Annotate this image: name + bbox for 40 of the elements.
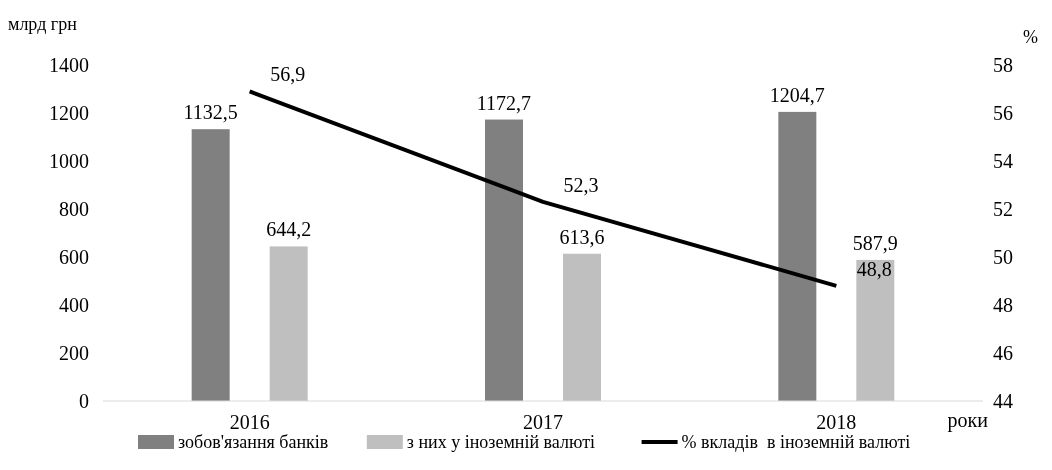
y2-tick-label: 58	[993, 54, 1013, 76]
y2-axis-title: %	[1023, 27, 1038, 47]
legend-label: з них у іноземній валюті	[406, 432, 596, 452]
y-tick-label: 400	[59, 294, 89, 316]
data-label: 1132,5	[183, 101, 238, 124]
y-axis-title: млрд грн	[8, 14, 78, 34]
y2-tick-label: 50	[993, 246, 1013, 268]
data-label: 56,9	[270, 63, 306, 86]
y2-tick-label: 54	[993, 150, 1013, 172]
y-tick-label: 200	[59, 342, 89, 364]
y-tick-label: 800	[59, 198, 89, 220]
data-label: 48,8	[856, 257, 892, 280]
bar	[269, 246, 308, 401]
y2-tick-label: 48	[993, 294, 1013, 316]
x-axis-title: роки	[947, 409, 989, 432]
data-label: 587,9	[852, 231, 898, 254]
x-tick-label: 2018	[816, 411, 857, 433]
data-label: 52,3	[563, 173, 599, 196]
x-tick-label: 2017	[523, 411, 563, 433]
data-label: 1172,7	[476, 91, 532, 114]
legend-label: зобов'язання банків	[178, 432, 329, 452]
y-tick-label: 600	[59, 246, 89, 268]
bar	[778, 111, 817, 401]
data-label: 644,2	[266, 218, 312, 241]
y2-tick-label: 44	[993, 390, 1013, 412]
y2-tick-label: 52	[993, 198, 1013, 220]
bar	[856, 259, 895, 401]
data-label: 1204,7	[769, 83, 825, 106]
bar	[191, 129, 230, 401]
y2-tick-label: 56	[993, 102, 1013, 124]
y-tick-label: 1400	[49, 54, 89, 76]
y-tick-label: 0	[79, 390, 89, 412]
y-tick-label: 1200	[49, 102, 89, 124]
y-tick-label: 1000	[49, 150, 89, 172]
y2-tick-label: 46	[993, 342, 1013, 364]
bar	[563, 253, 601, 401]
x-tick-label: 2016	[229, 411, 270, 433]
legend-label: % вкладів в іноземній валюті	[681, 432, 911, 452]
data-label: 613,6	[559, 225, 605, 248]
bar	[485, 119, 523, 401]
